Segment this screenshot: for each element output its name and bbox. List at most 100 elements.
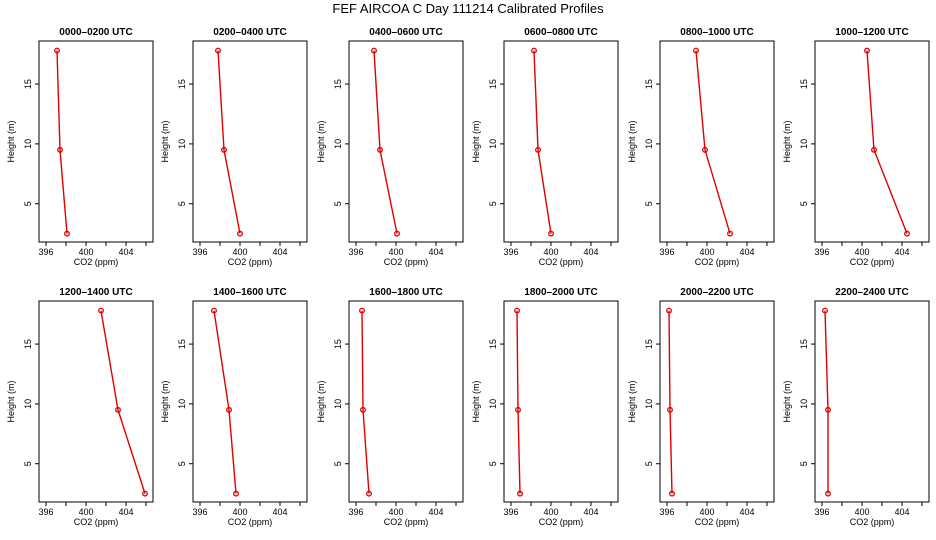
data-point	[371, 47, 377, 54]
panel-title: 0600–0800 UTC	[524, 27, 597, 38]
data-point	[702, 146, 708, 153]
x-axis-label: CO2 (ppm)	[384, 517, 429, 527]
x-axis-label: CO2 (ppm)	[74, 257, 119, 267]
data-point	[394, 230, 400, 237]
data-point	[366, 490, 372, 497]
x-tick-label: 404	[428, 247, 443, 257]
y-tick-label: 10	[177, 399, 187, 409]
x-tick-label: 400	[543, 507, 558, 517]
y-tick-label: 10	[23, 139, 33, 149]
y-axis-label: Height (m)	[6, 380, 16, 422]
y-axis-label: Height (m)	[627, 120, 637, 162]
profile-line	[213, 310, 237, 494]
y-tick-label: 5	[333, 201, 343, 206]
data-point	[115, 406, 121, 413]
data-point	[517, 490, 523, 497]
x-tick-label: 396	[814, 247, 829, 257]
y-axis-label: Height (m)	[316, 120, 326, 162]
y-tick-label: 10	[644, 139, 654, 149]
panel-3: 0400–0600 UTC 396 400 404 5 10 15 CO2 (ppm) Heig…	[316, 27, 464, 267]
y-tick-label: 10	[23, 399, 33, 409]
panel-11: 2000–2200 UTC 396 400 404 5 10 15 CO2 (ppm) Heig…	[627, 287, 775, 527]
y-tick-label: 5	[177, 461, 187, 466]
plot-frame	[814, 300, 930, 503]
panel-2: 0200–0400 UTC 396 400 404 5 10 15 CO2 (ppm) Heig…	[160, 27, 308, 267]
data-point	[727, 230, 733, 237]
panel-title: 1200–1400 UTC	[59, 287, 132, 298]
profile-line	[100, 310, 146, 494]
x-tick-label: 396	[348, 507, 363, 517]
data-point	[667, 406, 673, 413]
plot-frame	[814, 40, 930, 243]
x-tick-label: 404	[894, 247, 909, 257]
profile-line	[866, 50, 908, 234]
y-tick-label: 5	[488, 201, 498, 206]
x-axis-label: CO2 (ppm)	[850, 517, 895, 527]
plot-frame	[38, 300, 154, 503]
plot-frame	[348, 40, 464, 243]
panel-title: 0200–0400 UTC	[213, 27, 286, 38]
panel-6: 1000–1200 UTC 396 400 404 5 10 15 CO2 (ppm) Heig…	[782, 27, 930, 267]
x-tick-label: 396	[814, 507, 829, 517]
y-tick-label: 10	[799, 139, 809, 149]
data-point	[237, 230, 243, 237]
profile-line	[373, 50, 398, 234]
data-point	[64, 230, 70, 237]
x-tick-label: 400	[388, 247, 403, 257]
plot-frame	[192, 300, 308, 503]
x-tick-label: 404	[739, 247, 754, 257]
y-tick-label: 10	[177, 139, 187, 149]
x-tick-label: 404	[583, 507, 598, 517]
y-tick-label: 15	[799, 79, 809, 89]
data-point	[226, 406, 232, 413]
x-tick-label: 396	[503, 507, 518, 517]
profile-line	[361, 310, 370, 494]
data-point	[693, 47, 699, 54]
x-tick-label: 400	[699, 507, 714, 517]
x-tick-label: 400	[78, 507, 93, 517]
data-point	[904, 230, 910, 237]
data-point	[825, 490, 831, 497]
y-tick-label: 10	[488, 139, 498, 149]
y-tick-label: 15	[23, 339, 33, 349]
y-tick-label: 10	[799, 399, 809, 409]
x-tick-label: 404	[272, 247, 287, 257]
panel-5: 0800–1000 UTC 396 400 404 5 10 15 CO2 (ppm) Heig…	[627, 27, 775, 267]
panel-12: 2200–2400 UTC 396 400 404 5 10 15 CO2 (ppm) Heig…	[782, 287, 930, 527]
data-point	[531, 47, 537, 54]
y-tick-label: 5	[333, 461, 343, 466]
x-tick-label: 404	[894, 507, 909, 517]
data-point	[233, 490, 239, 497]
y-axis-label: Height (m)	[627, 380, 637, 422]
y-tick-label: 10	[644, 399, 654, 409]
profile-line	[695, 50, 731, 234]
x-tick-label: 396	[659, 507, 674, 517]
x-axis-label: CO2 (ppm)	[695, 257, 740, 267]
x-tick-label: 404	[118, 507, 133, 517]
panel-9: 1600–1800 UTC 396 400 404 5 10 15 CO2 (ppm) Heig…	[316, 287, 464, 527]
plot-frame	[348, 300, 464, 503]
y-tick-label: 15	[644, 339, 654, 349]
data-point	[871, 146, 877, 153]
y-tick-label: 15	[177, 339, 187, 349]
panel-title: 2200–2400 UTC	[835, 287, 908, 298]
y-tick-label: 5	[644, 201, 654, 206]
data-point	[215, 47, 221, 54]
data-point	[825, 406, 831, 413]
y-axis-label: Height (m)	[160, 380, 170, 422]
profile-line	[824, 310, 829, 494]
panel-title: 0800–1000 UTC	[680, 27, 753, 38]
data-point	[666, 307, 672, 314]
y-tick-label: 5	[23, 201, 33, 206]
profile-line	[533, 50, 552, 234]
y-tick-label: 5	[488, 461, 498, 466]
x-axis-label: CO2 (ppm)	[228, 257, 273, 267]
profile-line	[516, 310, 521, 494]
x-tick-label: 404	[118, 247, 133, 257]
x-tick-label: 404	[739, 507, 754, 517]
x-tick-label: 396	[38, 247, 53, 257]
data-point	[142, 490, 148, 497]
data-point	[54, 47, 60, 54]
x-tick-label: 400	[78, 247, 93, 257]
